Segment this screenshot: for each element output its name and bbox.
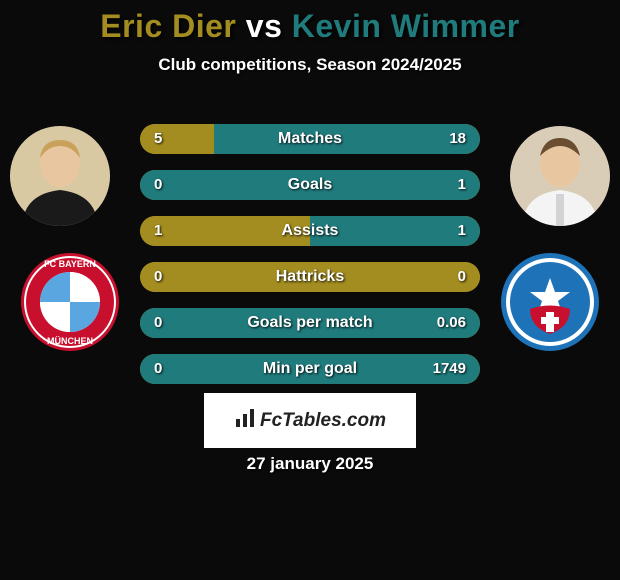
stat-label: Hattricks — [140, 262, 480, 292]
player-left-silhouette — [10, 126, 110, 226]
subtitle: Club competitions, Season 2024/2025 — [0, 55, 620, 75]
comparison-card: Eric Dier vs Kevin Wimmer Club competiti… — [0, 0, 620, 580]
stat-value-right: 1 — [458, 170, 466, 200]
stat-row-matches: 5 Matches 18 — [140, 124, 480, 154]
stat-label: Min per goal — [140, 354, 480, 384]
title-vs: vs — [236, 8, 291, 44]
title-left-player: Eric Dier — [100, 8, 236, 44]
stat-value-right: 1 — [458, 216, 466, 246]
stat-label: Goals — [140, 170, 480, 200]
player-right-silhouette — [510, 126, 610, 226]
player-right-avatar — [510, 126, 610, 226]
stat-value-right: 0 — [458, 262, 466, 292]
stat-row-min-per-goal: 0 Min per goal 1749 — [140, 354, 480, 384]
club-right-crest — [500, 252, 600, 352]
stat-row-goals: 0 Goals 1 — [140, 170, 480, 200]
bar-chart-icon — [234, 407, 256, 435]
bayern-crest-icon: FC BAYERN MÜNCHEN — [20, 252, 120, 352]
watermark: FcTables.com — [204, 393, 416, 448]
stat-row-goals-per-match: 0 Goals per match 0.06 — [140, 308, 480, 338]
date-label: 27 january 2025 — [0, 454, 620, 474]
stat-label: Assists — [140, 216, 480, 246]
stat-label: Goals per match — [140, 308, 480, 338]
svg-text:MÜNCHEN: MÜNCHEN — [47, 336, 93, 346]
watermark-text: FcTables.com — [260, 410, 386, 432]
stat-value-right: 18 — [449, 124, 466, 154]
stat-row-assists: 1 Assists 1 — [140, 216, 480, 246]
title-right-player: Kevin Wimmer — [292, 8, 520, 44]
player-left-avatar — [10, 126, 110, 226]
slovan-crest-icon — [500, 252, 600, 352]
stat-value-right: 0.06 — [437, 308, 466, 338]
club-left-crest: FC BAYERN MÜNCHEN — [20, 252, 120, 352]
stat-label: Matches — [140, 124, 480, 154]
svg-text:FC BAYERN: FC BAYERN — [44, 259, 96, 269]
page-title: Eric Dier vs Kevin Wimmer — [0, 0, 620, 45]
stat-value-right: 1749 — [433, 354, 466, 384]
stat-bars: 5 Matches 18 0 Goals 1 1 Assists 1 0 Hat… — [140, 124, 480, 400]
stat-row-hattricks: 0 Hattricks 0 — [140, 262, 480, 292]
